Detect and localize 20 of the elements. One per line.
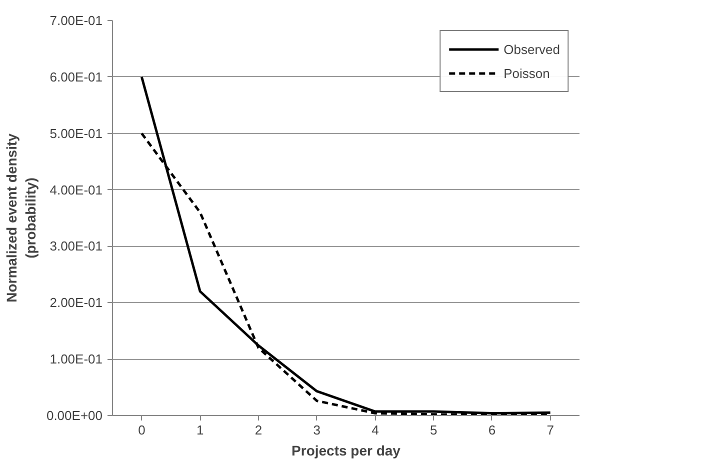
y-axis-title: Normalized event density (probability): [3, 133, 38, 302]
y-tick-label: 2.00E-01: [50, 295, 103, 310]
legend-label: Poisson: [504, 66, 550, 80]
y-tick-label: 3.00E-01: [50, 238, 103, 254]
y-tick-label: 5.00E-01: [50, 126, 103, 141]
x-tick-label: 6: [488, 422, 496, 438]
x-tick-label: 1: [196, 422, 204, 438]
x-tick-label: 7: [546, 422, 554, 438]
y-tick-label: 6.00E-01: [50, 69, 103, 84]
y-tick-label: 7.00E-01: [50, 13, 103, 28]
x-tick-label: 5: [430, 422, 438, 438]
x-axis-title: Projects per day: [292, 442, 401, 458]
x-tick-label: 2: [254, 422, 262, 438]
y-tick-label: 4.00E-01: [50, 182, 103, 198]
y-tick-label: 0.00E+00: [46, 408, 103, 423]
x-tick-label: 3: [313, 422, 320, 438]
x-tick-label: 0: [138, 422, 146, 438]
x-tick-label: 4: [372, 422, 379, 438]
legend-label: Observed: [504, 42, 560, 56]
y-tick-label: 1.00E-01: [50, 352, 103, 367]
